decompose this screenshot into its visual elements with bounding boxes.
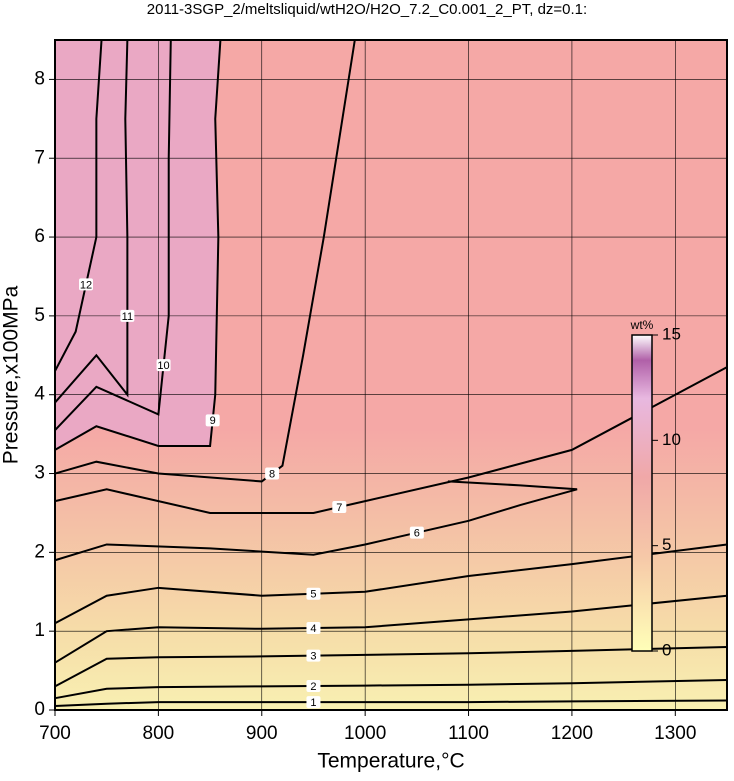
contour-label-box: [332, 501, 347, 514]
contour-label-box: [306, 696, 321, 709]
y-tick-label: 5: [34, 305, 45, 326]
contour-label-box: [205, 414, 220, 427]
y-tick-label: 2: [34, 541, 45, 562]
contour-label-box: [265, 467, 280, 480]
contour-label: 1: [310, 697, 316, 709]
colorbar-tick-label: 0: [662, 640, 671, 659]
contour-label-box: [306, 587, 321, 600]
x-tick-label: 1300: [654, 723, 696, 744]
contour-label: 4: [310, 623, 316, 635]
contour-label-box: [306, 679, 321, 692]
y-tick-label: 8: [34, 68, 45, 89]
contour-label: 11: [122, 311, 133, 323]
contour-label: 9: [210, 415, 216, 427]
contour-label: 10: [157, 360, 169, 372]
contour-label: 2: [310, 681, 316, 693]
frame: [54, 39, 728, 711]
colorbar-tick-label: 5: [662, 535, 671, 554]
contour-label-box: [79, 278, 94, 291]
y-tick-label: 3: [34, 463, 45, 484]
contour-label: 6: [414, 528, 420, 540]
chart-title: 2011-3SGP_2/meltsliquid/wtH2O/H2O_7.2_C0…: [147, 1, 587, 18]
contour-label-box: [156, 359, 171, 372]
x-tick-label: 1000: [344, 723, 386, 744]
y-axis-label: Pressure,x100MPa: [0, 285, 23, 464]
contour-label-box: [409, 526, 424, 539]
contour-label: 7: [336, 502, 342, 514]
y-tick-label: 4: [34, 384, 45, 405]
contour-label-box: [120, 309, 135, 322]
y-tick-label: 6: [34, 226, 45, 247]
contour-label: 8: [269, 468, 275, 480]
contour-label: 12: [80, 279, 92, 291]
colorbar: [631, 334, 653, 652]
y-tick-label: 7: [34, 147, 45, 168]
contour-label-box: [306, 649, 321, 662]
colorbar-tick-label: 10: [662, 430, 681, 449]
x-tick-label: 1100: [448, 723, 489, 744]
x-tick-label: 1200: [551, 723, 593, 744]
high-field: [55, 40, 221, 450]
x-tick-label: 800: [143, 723, 175, 744]
colorbar-label: wt%: [630, 318, 654, 332]
contour-label: 5: [310, 589, 316, 601]
colorbar-tick-label: 15: [662, 324, 681, 343]
y-tick-label: 1: [34, 620, 45, 641]
contour-line: [54, 39, 103, 372]
x-axis-label: Temperature,°C: [317, 750, 464, 773]
x-tick-label: 700: [39, 723, 71, 744]
contour-label-box: [306, 622, 321, 635]
x-tick-label: 900: [246, 723, 278, 744]
contour-label: 3: [310, 651, 316, 663]
y-tick-label: 0: [34, 699, 45, 720]
